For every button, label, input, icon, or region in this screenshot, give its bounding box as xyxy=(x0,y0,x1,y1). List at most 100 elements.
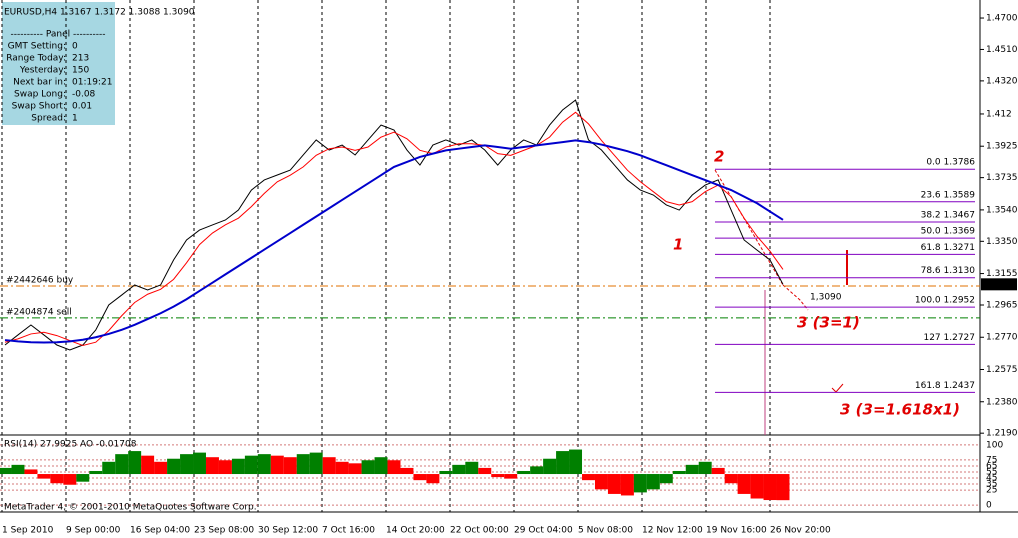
ao-bar xyxy=(594,474,608,490)
indicator-tick-label: 0 xyxy=(986,501,992,511)
panel-label: Swap Short: xyxy=(12,102,66,112)
y-tick-label: 1.3350 xyxy=(986,237,1018,247)
panel-value: 0.01 xyxy=(72,102,92,112)
wave-label: 1 xyxy=(673,236,683,254)
ao-bar xyxy=(0,467,12,475)
y-tick-label: 1.2380 xyxy=(986,397,1018,407)
ao-bar xyxy=(711,467,725,475)
x-tick-label: 26 Nov 20:00 xyxy=(770,526,831,536)
fib-label: 127 1.2727 xyxy=(923,333,975,343)
ao-bar xyxy=(231,458,245,475)
panel-label: Swap Long: xyxy=(14,90,66,100)
y-tick-label: 1.3735 xyxy=(986,173,1018,183)
ao-bar xyxy=(37,474,51,479)
fib-label: 0.0 1.3786 xyxy=(926,158,975,168)
current-price-label: 1.3090 xyxy=(985,280,1017,290)
ao-bar xyxy=(439,470,453,475)
ao-bar xyxy=(750,474,764,499)
y-tick-label: 1.3155 xyxy=(986,269,1018,279)
panel-value: 213 xyxy=(72,54,89,64)
indicator-tick-label: 25 xyxy=(986,486,997,496)
ao-bar xyxy=(257,454,271,475)
fib-label: 100.0 1.2952 xyxy=(915,296,975,306)
x-tick-label: 16 Sep 04:00 xyxy=(130,526,190,536)
ao-bar xyxy=(426,474,440,484)
ao-bar xyxy=(646,474,660,490)
ao-bar xyxy=(569,449,583,475)
wave-label: 3 (3=1) xyxy=(797,314,860,332)
x-tick-label: 7 Oct 16:00 xyxy=(322,526,375,536)
ao-bar xyxy=(50,474,64,484)
x-tick-label: 12 Nov 12:00 xyxy=(642,526,703,536)
indicator-tick-label: 65 xyxy=(986,461,997,471)
ao-bar xyxy=(582,474,595,481)
ao-bar xyxy=(11,464,25,475)
y-tick-label: 1.2965 xyxy=(986,300,1018,310)
fib-label: 23.6 1.3589 xyxy=(921,190,976,200)
x-tick-label: 29 Oct 04:00 xyxy=(514,526,573,536)
ao-bar xyxy=(737,474,751,494)
order-label: #2442646 buy xyxy=(6,275,74,285)
x-tick-label: 30 Sep 12:00 xyxy=(258,526,318,536)
ao-bar xyxy=(141,455,155,475)
x-tick-label: 22 Oct 00:00 xyxy=(450,526,509,536)
indicator-tick-label: 75 xyxy=(986,455,997,465)
ao-bar xyxy=(776,474,790,501)
panel-value: 01:19:21 xyxy=(72,78,112,88)
y-tick-label: 1.4320 xyxy=(986,76,1018,86)
ao-bar xyxy=(452,464,466,475)
ao-bar xyxy=(76,474,90,482)
y-tick-label: 1.412 xyxy=(986,109,1012,119)
ao-bar xyxy=(517,470,531,475)
panel-value: 0 xyxy=(72,42,78,52)
panel-label: Range Today: xyxy=(6,54,66,64)
fib-label: 78.6 1.3130 xyxy=(921,266,976,276)
indicator-tick-label: 45 xyxy=(986,474,997,484)
x-tick-label: 9 Sep 00:00 xyxy=(66,526,121,536)
ao-bar xyxy=(180,454,194,475)
ao-bar xyxy=(63,474,77,485)
ao-bar xyxy=(283,457,297,475)
ao-bar xyxy=(244,455,258,475)
fib-label: 38.2 1.3467 xyxy=(921,210,975,220)
y-tick-label: 1.4700 xyxy=(986,14,1018,24)
x-tick-label: 14 Oct 20:00 xyxy=(386,526,445,536)
ao-bar xyxy=(724,474,738,484)
panel-label: Yesterday: xyxy=(19,66,66,76)
panel-value: 150 xyxy=(72,66,89,76)
ao-bar xyxy=(102,461,116,475)
ao-bar xyxy=(387,460,401,475)
indicator-title: RSI(14) 27.9925 AO -0.01708 xyxy=(4,440,137,450)
wave-label: 2 xyxy=(714,148,724,166)
x-tick-label: 1 Sep 2010 xyxy=(2,526,54,536)
ao-bar xyxy=(335,461,349,475)
x-tick-label: 19 Nov 16:00 xyxy=(706,526,767,536)
y-tick-label: 1.3540 xyxy=(986,205,1018,215)
price-line xyxy=(4,139,784,344)
x-tick-label: 5 Nov 08:00 xyxy=(578,526,633,536)
ao-bar xyxy=(361,460,375,475)
fib-label: 61.8 1.3271 xyxy=(921,243,975,253)
ao-bar xyxy=(400,467,414,475)
y-tick-label: 1.3925 xyxy=(986,142,1018,152)
info-panel xyxy=(2,2,115,125)
y-tick-label: 1.4510 xyxy=(986,45,1018,55)
panel-value: -0.08 xyxy=(72,90,96,100)
x-tick-label: 23 Sep 08:00 xyxy=(194,526,254,536)
panel-label: Spread: xyxy=(31,114,66,124)
ao-bar xyxy=(296,454,310,475)
ao-bar xyxy=(556,451,570,475)
ao-bar xyxy=(218,460,232,475)
panel-label: GMT Setting: xyxy=(8,42,66,52)
ao-bar xyxy=(193,452,206,475)
indicator-tick-label: 35 xyxy=(986,480,997,490)
ao-bar xyxy=(607,474,621,494)
ao-bar xyxy=(309,452,323,475)
current-price-box xyxy=(981,278,1017,291)
price-line xyxy=(4,99,784,351)
ao-bar xyxy=(763,474,777,501)
ao-bar xyxy=(128,451,142,475)
ao-bar xyxy=(348,463,362,475)
